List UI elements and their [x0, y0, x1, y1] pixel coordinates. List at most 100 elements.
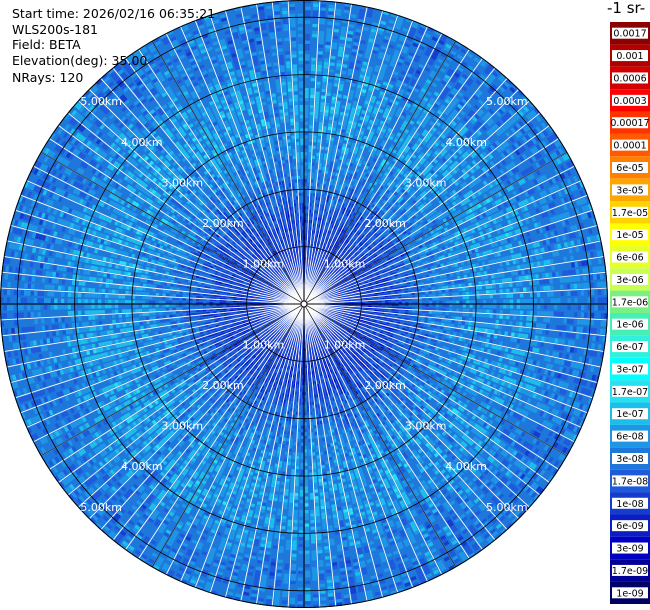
ppi-cell [563, 405, 569, 412]
ppi-cell [565, 368, 570, 374]
ppi-cell [335, 496, 340, 501]
ppi-cell [505, 326, 509, 331]
ppi-cell [504, 388, 510, 394]
ppi-cell [442, 308, 446, 311]
ppi-cell [520, 375, 526, 381]
ppi-cell [549, 317, 554, 323]
ppi-cell [350, 312, 354, 315]
ppi-cell [435, 304, 440, 307]
ppi-cell [497, 362, 502, 367]
ppi-cell [425, 344, 430, 348]
ppi-cell [356, 326, 361, 329]
ppi-cell [492, 309, 497, 314]
ppi-cell [419, 349, 424, 353]
ppi-cell [473, 345, 478, 350]
ppi-cell [494, 329, 499, 334]
ppi-cell [440, 322, 445, 326]
ppi-cell [445, 312, 449, 315]
ppi-cell [390, 318, 394, 321]
ppi-cell [364, 325, 368, 328]
ppi-cell [555, 387, 561, 394]
ppi-cell [325, 460, 329, 465]
ppi-cell [565, 332, 570, 338]
ppi-cell [490, 329, 495, 334]
ppi-cell [475, 371, 481, 376]
ppi-cell [529, 392, 534, 398]
ppi-cell [385, 306, 389, 309]
ppi-cell [416, 348, 421, 352]
ppi-cell [347, 321, 352, 324]
ppi-cell [546, 343, 551, 349]
ppi-cell [576, 319, 581, 325]
ppi-cell [323, 478, 327, 482]
ppi-cell [471, 340, 476, 345]
ppi-cell [333, 568, 339, 573]
ppi-cell [448, 319, 452, 323]
ppi-cell [433, 339, 438, 343]
ppi-cell [407, 315, 412, 318]
ppi-cell [594, 312, 598, 319]
ppi-cell [424, 333, 429, 337]
ppi-cell [405, 340, 409, 344]
ppi-cell [409, 324, 414, 327]
ppi-cell [515, 327, 519, 332]
ppi-cell [415, 307, 419, 310]
ppi-cell [485, 319, 490, 323]
ppi-cell [352, 326, 357, 329]
ppi-cell [426, 327, 431, 331]
ppi-cell [484, 343, 489, 348]
ppi-cell [448, 347, 453, 352]
ppi-cell [333, 521, 338, 525]
ppi-cell [540, 382, 545, 388]
ppi-cell [575, 355, 580, 362]
ppi-cell [542, 404, 547, 411]
ppi-cell [378, 324, 383, 327]
ppi-cell [493, 350, 498, 355]
ppi-cell [331, 507, 336, 512]
ppi-cell [414, 313, 419, 316]
ppi-cell [321, 430, 325, 435]
ppi-cell [543, 343, 548, 348]
ppi-cell [470, 326, 475, 331]
ppi-cell [461, 370, 466, 375]
ppi-cell [425, 330, 430, 334]
ppi-cell [500, 381, 506, 386]
ppi-cell [559, 396, 565, 403]
ppi-cell [537, 388, 543, 394]
ppi-cell [356, 314, 361, 316]
ppi-cell [516, 356, 521, 361]
ppi-cell [600, 320, 605, 327]
ppi-cell [570, 305, 575, 310]
ppi-cell [428, 345, 433, 349]
ppi-cell [573, 377, 578, 384]
ppi-cell [470, 331, 474, 335]
ppi-cell [538, 375, 544, 381]
ppi-cell [537, 304, 541, 310]
ppi-cell [439, 304, 443, 308]
ppi-cell [457, 354, 462, 359]
ppi-cell [338, 516, 344, 521]
ppi-cell [461, 321, 466, 325]
ppi-cell [557, 338, 562, 344]
ppi-cell [562, 325, 567, 331]
ppi-cell [328, 525, 333, 529]
ppi-cell [330, 545, 336, 550]
ppi-cell [334, 578, 340, 583]
ppi-cell [414, 334, 419, 338]
ppi-cell [563, 413, 569, 420]
ppi-cell [492, 355, 497, 360]
ppi-cell [469, 304, 473, 308]
ppi-cell [433, 325, 438, 329]
ppi-cell [328, 456, 333, 461]
ppi-cell [315, 411, 319, 415]
ppi-cell [472, 317, 476, 322]
ppi-cell [464, 321, 469, 325]
ppi-cell [362, 320, 366, 322]
ppi-cell [510, 384, 515, 390]
ppi-cell [550, 371, 555, 377]
ppi-cell [572, 417, 579, 424]
ppi-cell [547, 305, 551, 310]
ppi-cell [434, 318, 439, 322]
ppi-cell [332, 511, 337, 515]
ppi-cell [391, 308, 396, 311]
